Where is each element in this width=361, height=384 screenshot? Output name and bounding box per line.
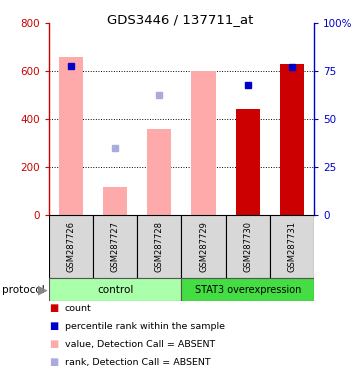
Text: ■: ■ [49,339,58,349]
Text: ■: ■ [49,321,58,331]
Text: rank, Detection Call = ABSENT: rank, Detection Call = ABSENT [65,358,210,367]
Text: GDS3446 / 137711_at: GDS3446 / 137711_at [107,13,254,26]
Text: STAT3 overexpression: STAT3 overexpression [195,285,301,295]
Text: GSM287728: GSM287728 [155,221,164,272]
Text: GSM287730: GSM287730 [243,221,252,272]
Bar [181,278,314,301]
Bar [226,215,270,278]
Bar [103,187,127,215]
Text: GSM287726: GSM287726 [66,221,75,272]
Text: GSM287729: GSM287729 [199,221,208,272]
Bar [280,64,304,215]
Text: GSM287731: GSM287731 [287,221,296,272]
Bar [137,215,182,278]
Bar [49,215,93,278]
Bar [93,215,137,278]
Text: GSM287727: GSM287727 [110,221,119,272]
Text: value, Detection Call = ABSENT: value, Detection Call = ABSENT [65,340,215,349]
Bar [270,215,314,278]
Bar [236,109,260,215]
Text: control: control [97,285,133,295]
Text: percentile rank within the sample: percentile rank within the sample [65,322,225,331]
Text: ▶: ▶ [38,283,47,296]
Bar [59,56,83,215]
Text: ■: ■ [49,303,58,313]
Bar [147,129,171,215]
Bar [49,278,181,301]
Bar [191,71,216,215]
Text: ■: ■ [49,358,58,367]
Bar [181,215,226,278]
Text: count: count [65,304,92,313]
Text: protocol: protocol [2,285,44,295]
